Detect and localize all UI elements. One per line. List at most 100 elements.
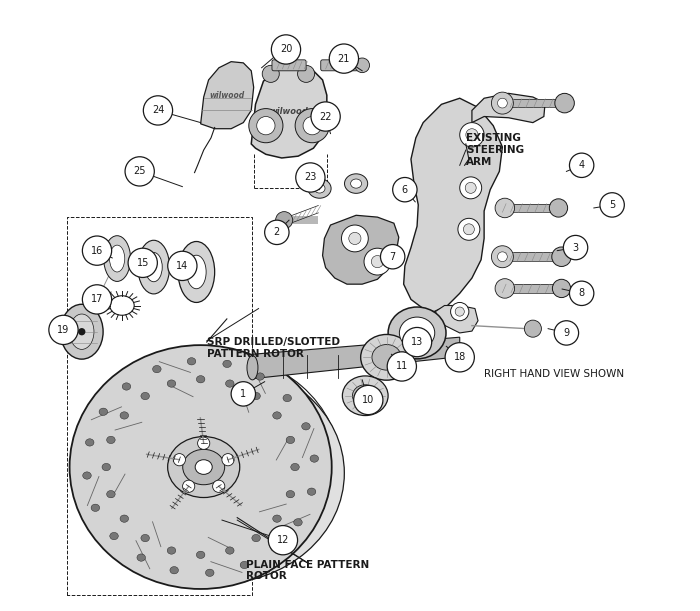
Circle shape bbox=[268, 525, 298, 555]
Ellipse shape bbox=[360, 334, 412, 380]
Circle shape bbox=[265, 220, 289, 244]
Text: 16: 16 bbox=[91, 246, 103, 255]
Ellipse shape bbox=[225, 380, 234, 387]
Ellipse shape bbox=[344, 174, 368, 193]
Circle shape bbox=[498, 252, 508, 262]
Ellipse shape bbox=[223, 360, 232, 368]
Circle shape bbox=[311, 102, 340, 131]
Circle shape bbox=[364, 248, 391, 275]
Ellipse shape bbox=[138, 240, 169, 294]
Ellipse shape bbox=[88, 362, 344, 584]
Text: 20: 20 bbox=[280, 45, 292, 54]
Circle shape bbox=[183, 480, 195, 492]
Circle shape bbox=[213, 480, 225, 492]
Ellipse shape bbox=[102, 463, 111, 470]
Circle shape bbox=[222, 453, 234, 466]
Circle shape bbox=[295, 163, 325, 192]
Circle shape bbox=[393, 177, 417, 202]
Circle shape bbox=[295, 109, 329, 143]
Circle shape bbox=[354, 386, 383, 415]
Circle shape bbox=[144, 96, 173, 125]
FancyBboxPatch shape bbox=[321, 60, 358, 71]
Circle shape bbox=[174, 453, 186, 466]
Ellipse shape bbox=[195, 459, 212, 474]
Text: 3: 3 bbox=[573, 243, 579, 252]
Circle shape bbox=[498, 98, 508, 108]
Ellipse shape bbox=[109, 245, 125, 272]
Ellipse shape bbox=[141, 535, 149, 542]
Circle shape bbox=[552, 279, 570, 298]
Ellipse shape bbox=[290, 463, 300, 470]
Circle shape bbox=[460, 123, 484, 147]
Ellipse shape bbox=[106, 436, 116, 444]
Polygon shape bbox=[472, 93, 545, 123]
Ellipse shape bbox=[302, 423, 310, 430]
Circle shape bbox=[322, 112, 332, 122]
Ellipse shape bbox=[170, 566, 178, 574]
Ellipse shape bbox=[188, 357, 196, 365]
Circle shape bbox=[466, 129, 478, 141]
Text: 12: 12 bbox=[276, 535, 289, 545]
Text: 17: 17 bbox=[91, 295, 103, 304]
Circle shape bbox=[455, 307, 464, 316]
Text: 7: 7 bbox=[389, 252, 396, 262]
Polygon shape bbox=[435, 306, 478, 333]
Text: PLAIN FACE PATTERN
ROTOR: PLAIN FACE PATTERN ROTOR bbox=[246, 560, 369, 582]
Circle shape bbox=[349, 232, 361, 244]
Ellipse shape bbox=[60, 304, 103, 359]
Circle shape bbox=[451, 302, 469, 321]
Ellipse shape bbox=[351, 179, 362, 188]
Ellipse shape bbox=[247, 356, 258, 380]
Circle shape bbox=[402, 327, 432, 357]
Text: 23: 23 bbox=[304, 172, 316, 183]
Ellipse shape bbox=[145, 252, 162, 282]
Polygon shape bbox=[253, 337, 460, 379]
Text: 24: 24 bbox=[152, 106, 164, 115]
Text: 1: 1 bbox=[240, 389, 246, 399]
Text: 11: 11 bbox=[395, 362, 408, 371]
Text: 4: 4 bbox=[579, 160, 584, 170]
Text: 19: 19 bbox=[57, 325, 69, 335]
Circle shape bbox=[463, 224, 475, 235]
Circle shape bbox=[600, 192, 624, 217]
Text: 22: 22 bbox=[319, 112, 332, 122]
Text: SRP DRILLED/SLOTTED
PATTERN ROTOR: SRP DRILLED/SLOTTED PATTERN ROTOR bbox=[206, 337, 340, 359]
Polygon shape bbox=[201, 62, 253, 129]
Text: RIGHT HAND VIEW SHOWN: RIGHT HAND VIEW SHOWN bbox=[484, 369, 624, 379]
Circle shape bbox=[49, 315, 78, 345]
Ellipse shape bbox=[388, 307, 446, 359]
Ellipse shape bbox=[197, 551, 205, 558]
Ellipse shape bbox=[352, 385, 378, 407]
Ellipse shape bbox=[122, 383, 131, 390]
Circle shape bbox=[555, 93, 574, 113]
Text: 15: 15 bbox=[136, 258, 149, 268]
Ellipse shape bbox=[310, 455, 319, 463]
Ellipse shape bbox=[120, 412, 129, 419]
Polygon shape bbox=[251, 67, 327, 158]
Ellipse shape bbox=[286, 491, 295, 498]
Ellipse shape bbox=[99, 408, 108, 415]
Circle shape bbox=[495, 279, 514, 298]
Circle shape bbox=[524, 320, 541, 337]
Circle shape bbox=[460, 177, 482, 199]
Ellipse shape bbox=[167, 380, 176, 387]
Circle shape bbox=[197, 437, 210, 449]
Polygon shape bbox=[323, 215, 399, 284]
Ellipse shape bbox=[206, 569, 214, 576]
Text: 14: 14 bbox=[176, 261, 188, 271]
Ellipse shape bbox=[273, 515, 281, 522]
Circle shape bbox=[83, 236, 111, 265]
Text: 21: 21 bbox=[337, 54, 350, 64]
Ellipse shape bbox=[372, 345, 401, 370]
Circle shape bbox=[262, 65, 279, 82]
Ellipse shape bbox=[120, 515, 129, 522]
Circle shape bbox=[298, 65, 314, 82]
Ellipse shape bbox=[307, 488, 316, 496]
Ellipse shape bbox=[197, 376, 205, 383]
Circle shape bbox=[491, 246, 513, 268]
Text: 5: 5 bbox=[609, 200, 615, 210]
Ellipse shape bbox=[273, 412, 281, 419]
Circle shape bbox=[491, 92, 513, 114]
Ellipse shape bbox=[271, 544, 279, 551]
Ellipse shape bbox=[110, 532, 118, 540]
